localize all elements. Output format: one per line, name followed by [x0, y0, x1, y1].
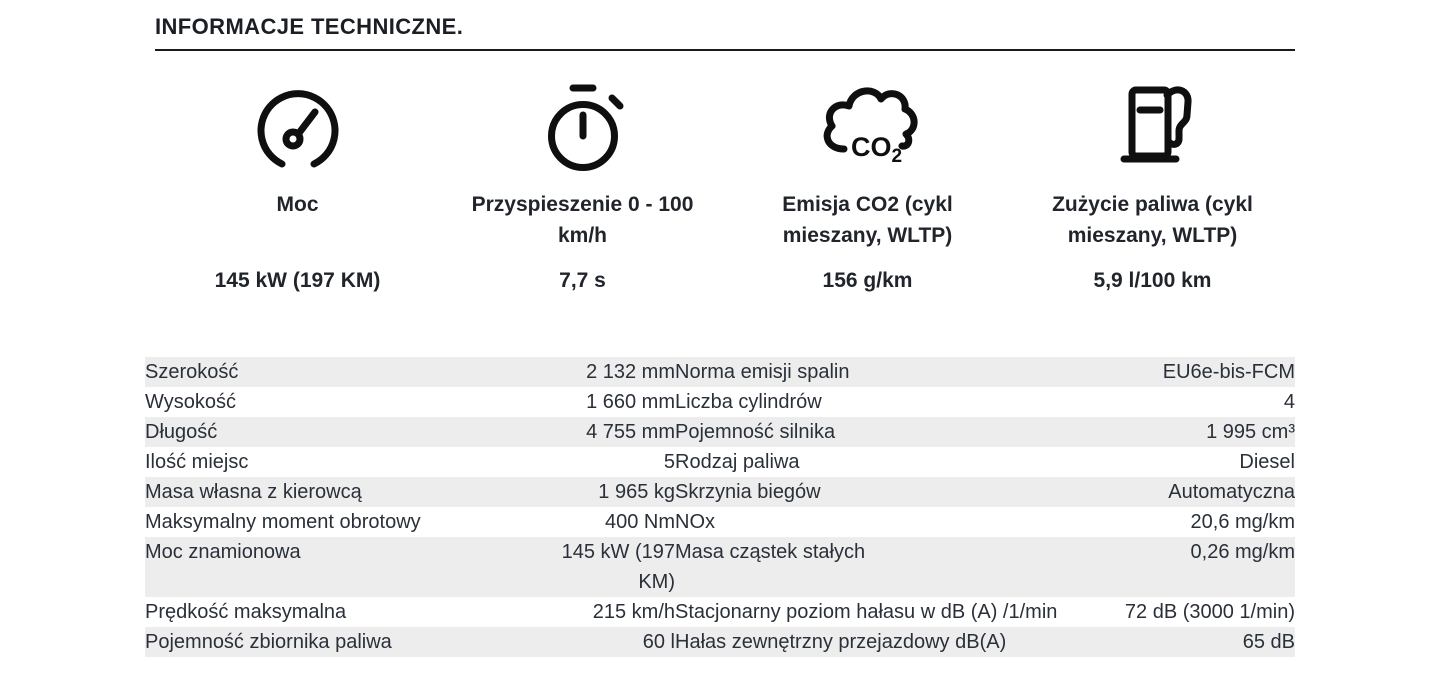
stat-value-fuel: 5,9 l/100 km — [1093, 269, 1212, 292]
spec-value-right: 72 dB (3000 1/min) — [1124, 601, 1295, 623]
spec-value-left: 1 965 kg — [598, 481, 675, 503]
spec-value-left: 400 Nm — [604, 511, 675, 533]
stat-value-power: 145 kW (197 KM) — [214, 269, 381, 292]
spec-value-right: 0,26 mg/km — [1190, 541, 1295, 563]
table-row: Masa własna z kierowcą 1 965 kg Skrzynia b… — [145, 477, 1295, 507]
table-row: Pojemność zbiornika paliwa 60 l Hałas zewn… — [145, 627, 1295, 657]
spec-label-right: Rodzaj paliwa — [675, 451, 800, 473]
svg-text:CO2: CO2 — [851, 132, 902, 167]
spec-label-right: Liczba cylindrów — [675, 391, 822, 413]
spec-label-right: Pojemność silnika — [675, 421, 836, 443]
stopwatch-icon — [440, 81, 725, 173]
spec-label-left: Masa własna z kierowcą — [145, 481, 362, 503]
stat-power: Moc 145 kW (197 KM) — [155, 81, 440, 293]
spec-label-left: Prędkość maksymalna — [145, 601, 347, 623]
spec-value-left: 2 132 mm — [586, 361, 675, 383]
spec-value-left: 1 660 mm — [586, 391, 675, 413]
speedometer-icon — [155, 81, 440, 173]
stat-label-power: Moc — [276, 193, 319, 216]
technical-info-section: INFORMACJE TECHNICZNE. Moc 145 kW (197 K… — [0, 14, 1440, 657]
table-row: Szerokość 2 132 mm Norma emisji spalin EU6e… — [145, 357, 1295, 387]
spec-label-left: Długość — [145, 421, 218, 443]
stat-fuel: Zużycie paliwa (cykl mieszany, WLTP) 5,9… — [1010, 81, 1295, 293]
spec-value-right: 1 995 cm³ — [1206, 421, 1295, 443]
table-row: Moc znamionowa 145 kW (197 KM) Masa cząste… — [145, 537, 1295, 597]
spec-value-left: 145 kW (197 KM) — [561, 541, 675, 593]
spec-label-right: Stacjonarny poziom hałasu w dB (A) /1/mi… — [675, 601, 1058, 623]
spec-label-right: Norma emisji spalin — [675, 361, 850, 383]
spec-label-right: Skrzynia biegów — [675, 481, 821, 503]
spec-value-left: 215 km/h — [592, 601, 675, 623]
spec-label-left: Wysokość — [145, 391, 236, 413]
stat-label-fuel: Zużycie paliwa (cykl mieszany, WLTP) — [1052, 193, 1253, 247]
table-row: Wysokość 1 660 mm Liczba cylindrów 4 — [145, 387, 1295, 417]
stat-value-acceleration: 7,7 s — [559, 269, 606, 292]
table-row: Maksymalny moment obrotowy 400 Nm NOx 20,6 … — [145, 507, 1295, 537]
stat-label-acceleration: Przyspieszenie 0 - 100 km/h — [471, 193, 694, 247]
spec-label-left: Maksymalny moment obrotowy — [145, 511, 421, 533]
spec-value-left: 60 l — [642, 631, 675, 653]
spec-table-body: Szerokość 2 132 mm Norma emisji spalin EU6e… — [145, 357, 1295, 657]
co2-cloud-icon: CO2 — [725, 81, 1010, 173]
spec-label-right: Masa cząstek stałych — [675, 541, 866, 563]
stat-value-co2: 156 g/km — [822, 269, 913, 292]
stat-co2: CO2 Emisja CO2 (cykl mieszany, WLTP) 156… — [725, 81, 1010, 293]
spec-value-right: Diesel — [1239, 451, 1295, 473]
table-row: Długość 4 755 mm Pojemność silnika 1 995 cm… — [145, 417, 1295, 447]
spec-value-right: EU6e-bis-FCM — [1162, 361, 1295, 383]
spec-label-left: Szerokość — [145, 361, 239, 383]
stats-row: Moc 145 kW (197 KM) Przyspieszenie 0 - 1… — [155, 81, 1295, 293]
spec-label-left: Moc znamionowa — [145, 541, 301, 563]
fuel-pump-icon — [1010, 81, 1295, 173]
spec-label-left: Pojemność zbiornika paliwa — [145, 631, 392, 653]
stat-label-co2: Emisja CO2 (cykl mieszany, WLTP) — [782, 193, 953, 247]
section-header: INFORMACJE TECHNICZNE. — [155, 14, 1295, 51]
spec-value-right: 65 dB — [1242, 631, 1295, 653]
spec-value-right: 20,6 mg/km — [1190, 511, 1295, 533]
spec-label-left: Ilość miejsc — [145, 451, 249, 473]
spec-value-left: 5 — [663, 451, 675, 473]
spec-value-left: 4 755 mm — [586, 421, 675, 443]
table-row: Ilość miejsc 5 Rodzaj paliwa Diesel — [145, 447, 1295, 477]
spec-table: Szerokość 2 132 mm Norma emisji spalin EU6e… — [145, 357, 1295, 657]
spec-label-right: Hałas zewnętrzny przejazdowy dB(A) — [675, 631, 1007, 653]
page-title: INFORMACJE TECHNICZNE. — [155, 14, 464, 39]
spec-value-right: Automatyczna — [1168, 481, 1295, 503]
table-row: Prędkość maksymalna 215 km/h Stacjonarny p… — [145, 597, 1295, 627]
spec-value-right: 4 — [1283, 391, 1295, 413]
stat-acceleration: Przyspieszenie 0 - 100 km/h 7,7 s — [440, 81, 725, 293]
spec-label-right: NOx — [675, 511, 715, 533]
